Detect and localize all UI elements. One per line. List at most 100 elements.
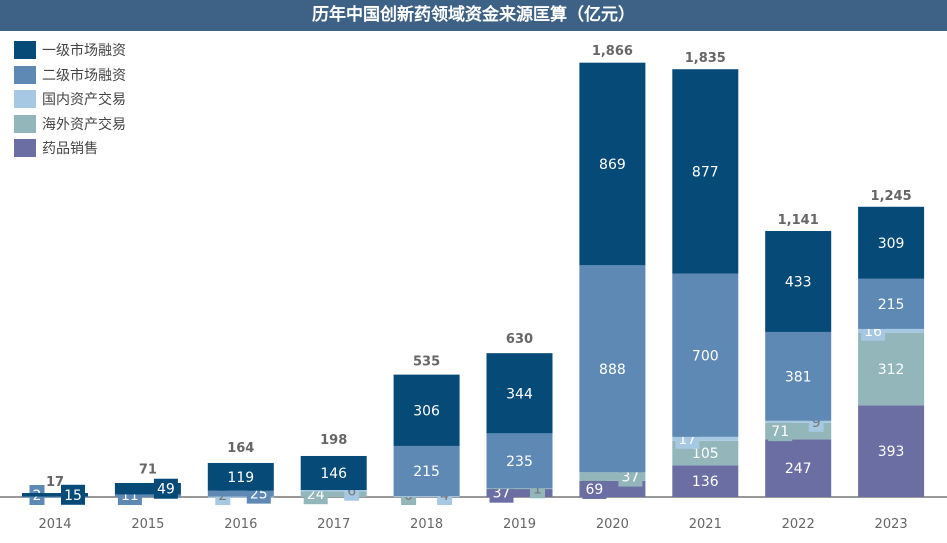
legend-swatch (14, 41, 36, 60)
legend: 一级市场融资 二级市场融资 国内资产交易 海外资产交易 药品销售 (14, 38, 126, 161)
bar-segment (579, 62, 646, 266)
total-label: 164 (227, 441, 254, 456)
bar-segment (858, 332, 925, 406)
bar-segment (300, 491, 367, 497)
legend-label: 一级市场融资 (42, 43, 126, 60)
x-tick-label: 2019 (503, 517, 536, 532)
total-label: 17 (46, 475, 64, 490)
legend-swatch (14, 114, 36, 133)
x-tick-label: 2022 (782, 517, 815, 532)
bar-segment (300, 490, 367, 492)
legend-item: 海外资产交易 (14, 112, 126, 137)
data-label: 119 (227, 470, 254, 486)
legend-swatch (14, 65, 36, 84)
bar-segment (486, 353, 553, 434)
data-label: 1 (533, 481, 542, 497)
legend-swatch (14, 90, 36, 109)
legend-label: 二级市场融资 (42, 67, 126, 84)
data-label: 215 (413, 464, 440, 480)
bar-segment (672, 436, 739, 441)
bar-segment (579, 472, 646, 481)
bar-segment (486, 488, 553, 490)
data-label: 69 (585, 482, 603, 498)
total-label: 535 (413, 354, 440, 369)
bar-segment (207, 490, 274, 497)
bar-segment (765, 331, 832, 421)
total-label: 1,866 (592, 44, 633, 59)
bar-segment (207, 496, 274, 498)
bar-segment (765, 231, 832, 332)
bar-segment (114, 483, 181, 495)
total-label: 1,835 (685, 51, 726, 66)
data-label-box (61, 484, 85, 505)
x-tick-label: 2020 (596, 517, 629, 532)
data-label: 136 (692, 474, 719, 490)
x-tick-label: 2016 (224, 517, 257, 532)
legend-label: 国内资产交易 (42, 92, 126, 109)
legend-label: 海外资产交易 (42, 116, 126, 133)
bar-segment (22, 496, 88, 498)
bar-segment (114, 494, 181, 497)
data-label-box (768, 421, 793, 442)
bar-segment (765, 439, 832, 497)
data-label: 309 (878, 236, 905, 252)
total-label: 71 (139, 462, 157, 477)
bar-segment (486, 433, 553, 489)
total-label: 198 (320, 433, 347, 448)
data-label: 49 (157, 482, 175, 498)
total-label: 1,245 (871, 189, 912, 204)
bar-segment (393, 374, 460, 446)
data-label: 37 (621, 470, 639, 486)
bar-segment (486, 488, 553, 497)
data-label: 37 (493, 486, 511, 502)
bar-segment (579, 265, 646, 473)
x-tick-label: 2018 (410, 517, 443, 532)
data-label: 71 (771, 424, 789, 440)
legend-item: 药品销售 (14, 136, 126, 161)
x-tick-label: 2023 (875, 517, 908, 532)
data-label: 6 (347, 484, 356, 500)
legend-item: 一级市场融资 (14, 38, 126, 63)
bar-segment (393, 445, 460, 497)
bar-segment (300, 455, 367, 491)
legend-item: 国内资产交易 (14, 87, 126, 112)
x-tick-label: 2021 (689, 517, 722, 532)
data-label: 9 (812, 415, 821, 431)
bar-segment (22, 493, 88, 497)
bar-segment (672, 273, 739, 437)
x-tick-label: 2015 (131, 517, 164, 532)
data-label: 312 (878, 362, 905, 378)
legend-label: 药品销售 (42, 141, 98, 158)
data-label: 215 (878, 297, 905, 313)
bar-segment (858, 405, 925, 497)
data-label: 700 (692, 348, 719, 364)
x-tick-label: 2014 (38, 517, 71, 532)
data-label: 105 (692, 446, 719, 462)
data-label: 393 (878, 444, 905, 460)
data-label: 877 (692, 164, 719, 180)
bar-segment (672, 69, 739, 274)
bar-segment (672, 465, 739, 497)
data-label: 146 (320, 466, 347, 482)
legend-swatch (14, 139, 36, 158)
bar-segment (207, 462, 274, 491)
data-label: 235 (506, 454, 533, 470)
total-label: 1,141 (778, 213, 819, 228)
data-label-box (153, 478, 178, 499)
bar-segment (765, 420, 832, 423)
data-label: 888 (599, 362, 626, 378)
bar-segment (858, 206, 925, 279)
data-label: 433 (785, 274, 812, 290)
data-label: 344 (506, 386, 533, 402)
data-label: 869 (599, 157, 626, 173)
bar-segment (858, 328, 925, 333)
data-label: 247 (785, 461, 812, 477)
data-label: 381 (785, 369, 812, 385)
data-label: 15 (64, 488, 82, 504)
data-label-box (582, 478, 607, 499)
bar-segment (858, 278, 925, 329)
legend-item: 二级市场融资 (14, 63, 126, 88)
chart-title: 历年中国创新药领域资金来源匡算（亿元） (0, 0, 947, 31)
data-label: 306 (413, 403, 440, 419)
